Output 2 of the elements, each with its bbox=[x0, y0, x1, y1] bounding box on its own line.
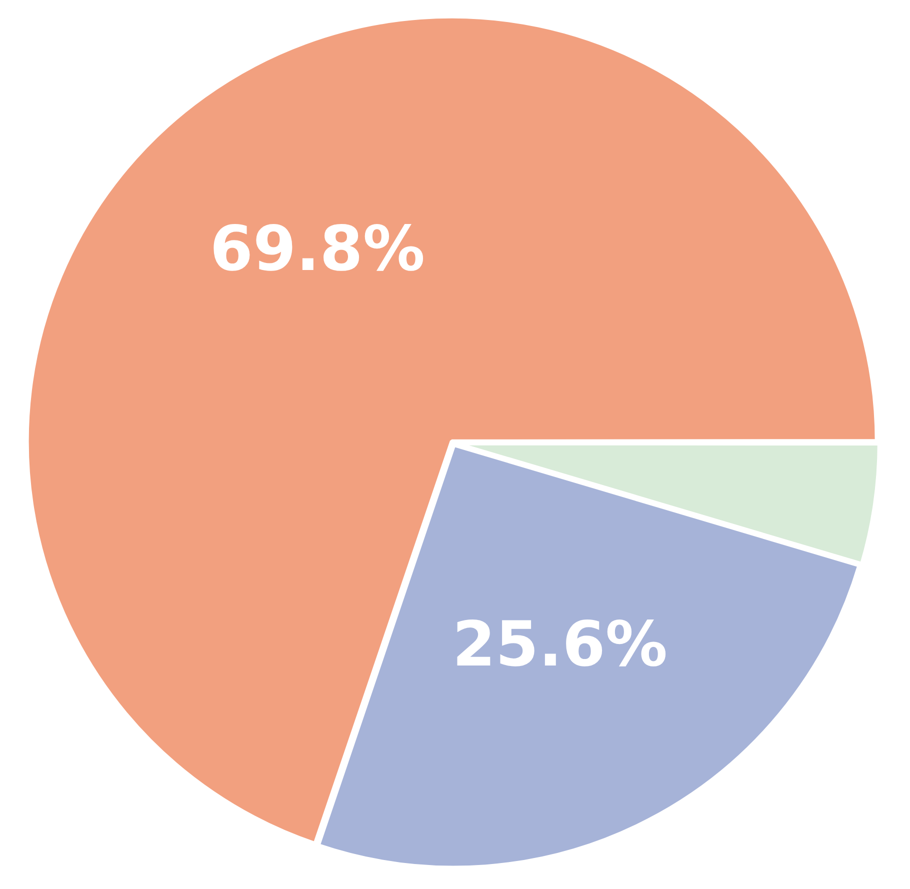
data-label: 69.8% bbox=[210, 212, 425, 286]
data-label: 25.6% bbox=[452, 608, 668, 681]
